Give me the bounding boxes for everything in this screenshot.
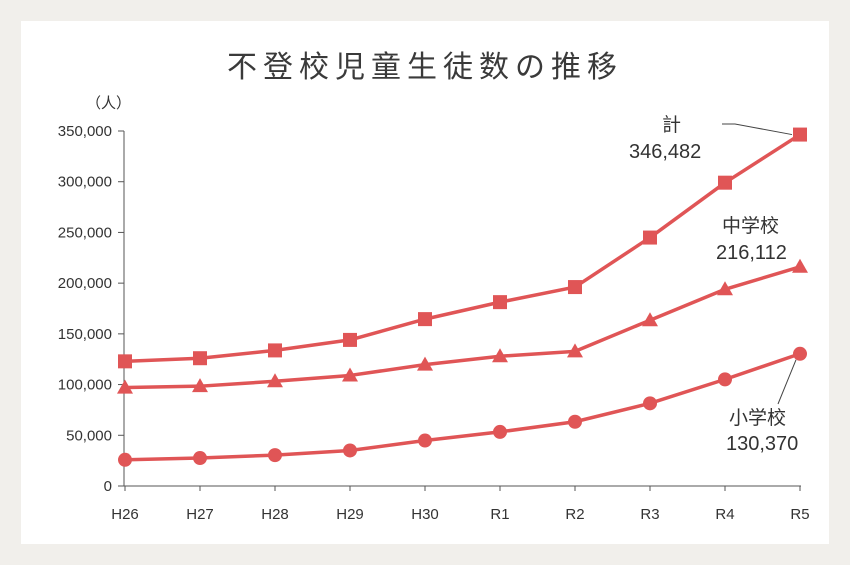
x-tick-label: H26: [111, 506, 139, 523]
data-point-triangle: [117, 379, 133, 394]
data-point-triangle: [642, 312, 658, 327]
x-tick-label: H29: [336, 506, 364, 523]
data-point-square: [193, 351, 207, 366]
series-square: [118, 127, 807, 369]
elementary-leader-line: [777, 359, 797, 405]
data-point-triangle: [792, 258, 808, 273]
data-point-square: [118, 354, 132, 369]
data-point-circle: [418, 433, 432, 448]
data-point-triangle: [192, 378, 208, 393]
y-tick-label: 250,000: [58, 224, 112, 241]
series-circle: [118, 346, 807, 467]
y-tick-label: 200,000: [58, 275, 112, 292]
data-point-square: [268, 343, 282, 358]
total-series-name-label: 計: [662, 114, 681, 136]
y-axis-unit-label: （人）: [86, 94, 131, 112]
annotations: 計 346,482 中学校 216,112 小学校 130,370: [629, 114, 798, 455]
y-tick-label: 150,000: [58, 326, 112, 343]
data-point-triangle: [417, 356, 433, 371]
elementary-series-value-label: 130,370: [726, 433, 798, 455]
series-line: [124, 133, 801, 364]
data-point-circle: [493, 424, 507, 439]
data-point-square: [418, 312, 432, 327]
y-tick-label: 0: [104, 478, 112, 495]
data-point-triangle: [567, 343, 583, 358]
chart-card: [21, 21, 829, 544]
data-point-square: [718, 175, 732, 190]
series-line: [124, 352, 801, 462]
series-triangle: [117, 258, 808, 394]
series-line: [124, 265, 801, 390]
data-point-circle: [793, 346, 807, 361]
x-tick-label: R4: [715, 506, 734, 523]
total-leader-line: [722, 123, 793, 136]
x-tick-label: H30: [411, 506, 439, 523]
data-point-square: [493, 295, 507, 310]
y-tick-label: 50,000: [66, 427, 112, 444]
data-point-circle: [568, 414, 582, 429]
elementary-series-name-label: 小学校: [729, 407, 786, 429]
y-tick-label: 350,000: [58, 123, 112, 140]
y-tick-label: 100,000: [58, 377, 112, 394]
data-point-triangle: [717, 281, 733, 296]
x-tick-label: H27: [186, 506, 214, 523]
x-tick-label: R3: [640, 506, 659, 523]
data-point-circle: [643, 396, 657, 411]
data-point-triangle: [492, 348, 508, 363]
data-point-circle: [193, 451, 207, 466]
data-point-circle: [268, 448, 282, 463]
data-point-square: [793, 127, 807, 142]
total-series-value-label: 346,482: [629, 141, 701, 163]
y-tick-label: 300,000: [58, 174, 112, 191]
x-tick-label: R5: [790, 506, 809, 523]
x-tick-label: H28: [261, 506, 289, 523]
series-lines: [117, 127, 808, 467]
data-point-triangle: [267, 373, 283, 388]
data-point-circle: [118, 452, 132, 467]
axes: 0 50,000 100,000 150,000 200,000 250,000 300,0…: [58, 94, 810, 523]
junior-high-series-value-label: 216,112: [716, 242, 787, 264]
data-point-square: [568, 280, 582, 295]
data-point-square: [643, 230, 657, 245]
junior-high-series-name-label: 中学校: [722, 215, 779, 237]
x-tick-label: R1: [490, 506, 509, 523]
data-point-triangle: [342, 367, 358, 382]
data-point-circle: [343, 443, 357, 458]
data-point-circle: [718, 372, 732, 387]
data-point-square: [343, 332, 357, 347]
chart-title: 不登校児童生徒数の推移: [227, 50, 623, 85]
x-tick-label: R2: [565, 506, 584, 523]
